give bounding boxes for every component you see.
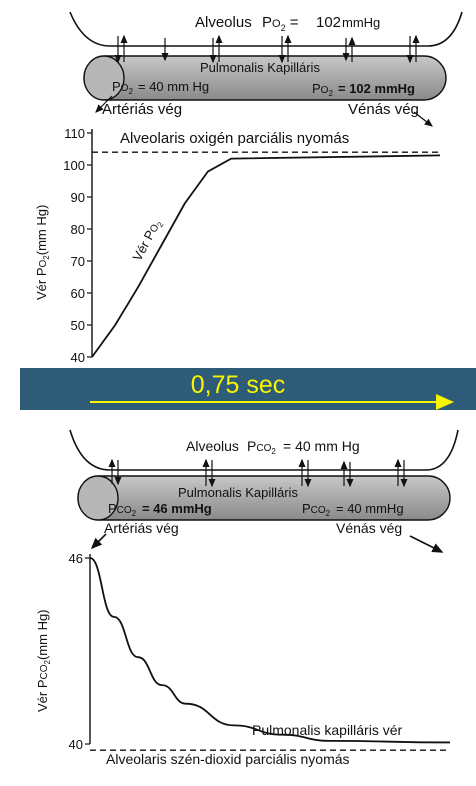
bottom-capillary <box>77 475 451 521</box>
top-diffusion-arrows <box>114 34 420 64</box>
top-plot-tick-label: 100 <box>63 158 85 173</box>
bottom-plot-tick-label: 40 <box>69 737 83 752</box>
top-plot-tick-label: 80 <box>71 222 85 237</box>
top-alveolus-value: 102 <box>316 14 341 31</box>
top-curve-label: Vér PO2 <box>129 216 165 264</box>
top-plot-tick-label: 70 <box>71 254 85 269</box>
top-alveolus <box>69 11 463 47</box>
bottom-y-axis-label: Vér PCO2(mm Hg) <box>35 609 52 712</box>
top-plot-tick-label: 40 <box>71 350 85 365</box>
top-plot-tick-label: 60 <box>71 286 85 301</box>
bottom-arterial-pco2-symbol: PCO2 <box>108 501 137 518</box>
bottom-alveolus-pco2-symbol: PCO2 <box>247 438 276 456</box>
top-venous-end-label: Vénás vég <box>348 101 419 118</box>
top-plot-tick-label: 90 <box>71 190 85 205</box>
top-reference-label: Alveolaris oxigén parciális nyomás <box>120 130 349 147</box>
top-capillary-label: Pulmonalis Kapilláris <box>200 60 320 75</box>
top-plot-curve-line <box>91 154 441 358</box>
top-capillary <box>83 55 447 101</box>
bottom-alveolus-label: Alveolus <box>186 438 239 454</box>
bottom-end-arrows <box>90 533 444 553</box>
time-band <box>20 368 476 410</box>
bottom-alveolus-value: = 40 mm Hg <box>283 438 360 454</box>
top-venous-po2: = 102 mmHg <box>338 81 415 96</box>
bottom-plot-curve-line <box>89 557 451 744</box>
bottom-arterial-end-label: Artériás vég <box>104 520 179 536</box>
top-alveolus-unit: mmHg <box>342 15 380 30</box>
top-alveolus-label: Alveolus <box>195 14 252 31</box>
top-arterial-po2-symbol: PO2 <box>112 79 133 96</box>
bottom-curve-label: Pulmonalis kapilláris vér <box>252 722 403 738</box>
bottom-plot-tick-label: 46 <box>69 551 83 566</box>
top-alveolus-po2-symbol: PO2 = <box>262 14 299 33</box>
time-label: 0,75 sec <box>190 371 286 399</box>
top-end-arrows <box>95 95 433 127</box>
bottom-arterial-pco2: = 46 mmHg <box>142 501 212 516</box>
top-venous-po2-symbol: PO2 <box>312 81 333 98</box>
bottom-diffusion-arrows <box>108 458 408 488</box>
bottom-reference-label: Alveolaris szén-dioxid parciális nyomás <box>106 751 350 767</box>
bottom-alveolus <box>69 429 459 471</box>
top-y-axis-label: Vér PO2(mm Hg) <box>34 205 51 300</box>
bottom-venous-pco2: = 40 mmHg <box>336 501 404 516</box>
top-chart: 40 50 60 70 80 90 100 110 <box>63 126 441 365</box>
top-arterial-po2: = 40 mm Hg <box>138 79 209 94</box>
bottom-venous-end-label: Vénás vég <box>336 520 402 536</box>
top-arterial-end-label: Artériás vég <box>102 101 182 118</box>
top-plot-tick-label: 50 <box>71 318 85 333</box>
top-plot-tick-label: 110 <box>64 126 85 141</box>
bottom-venous-pco2-symbol: PCO2 <box>302 501 331 518</box>
bottom-capillary-label: Pulmonalis Kapilláris <box>178 485 298 500</box>
bottom-chart: 40 46 <box>69 551 451 752</box>
